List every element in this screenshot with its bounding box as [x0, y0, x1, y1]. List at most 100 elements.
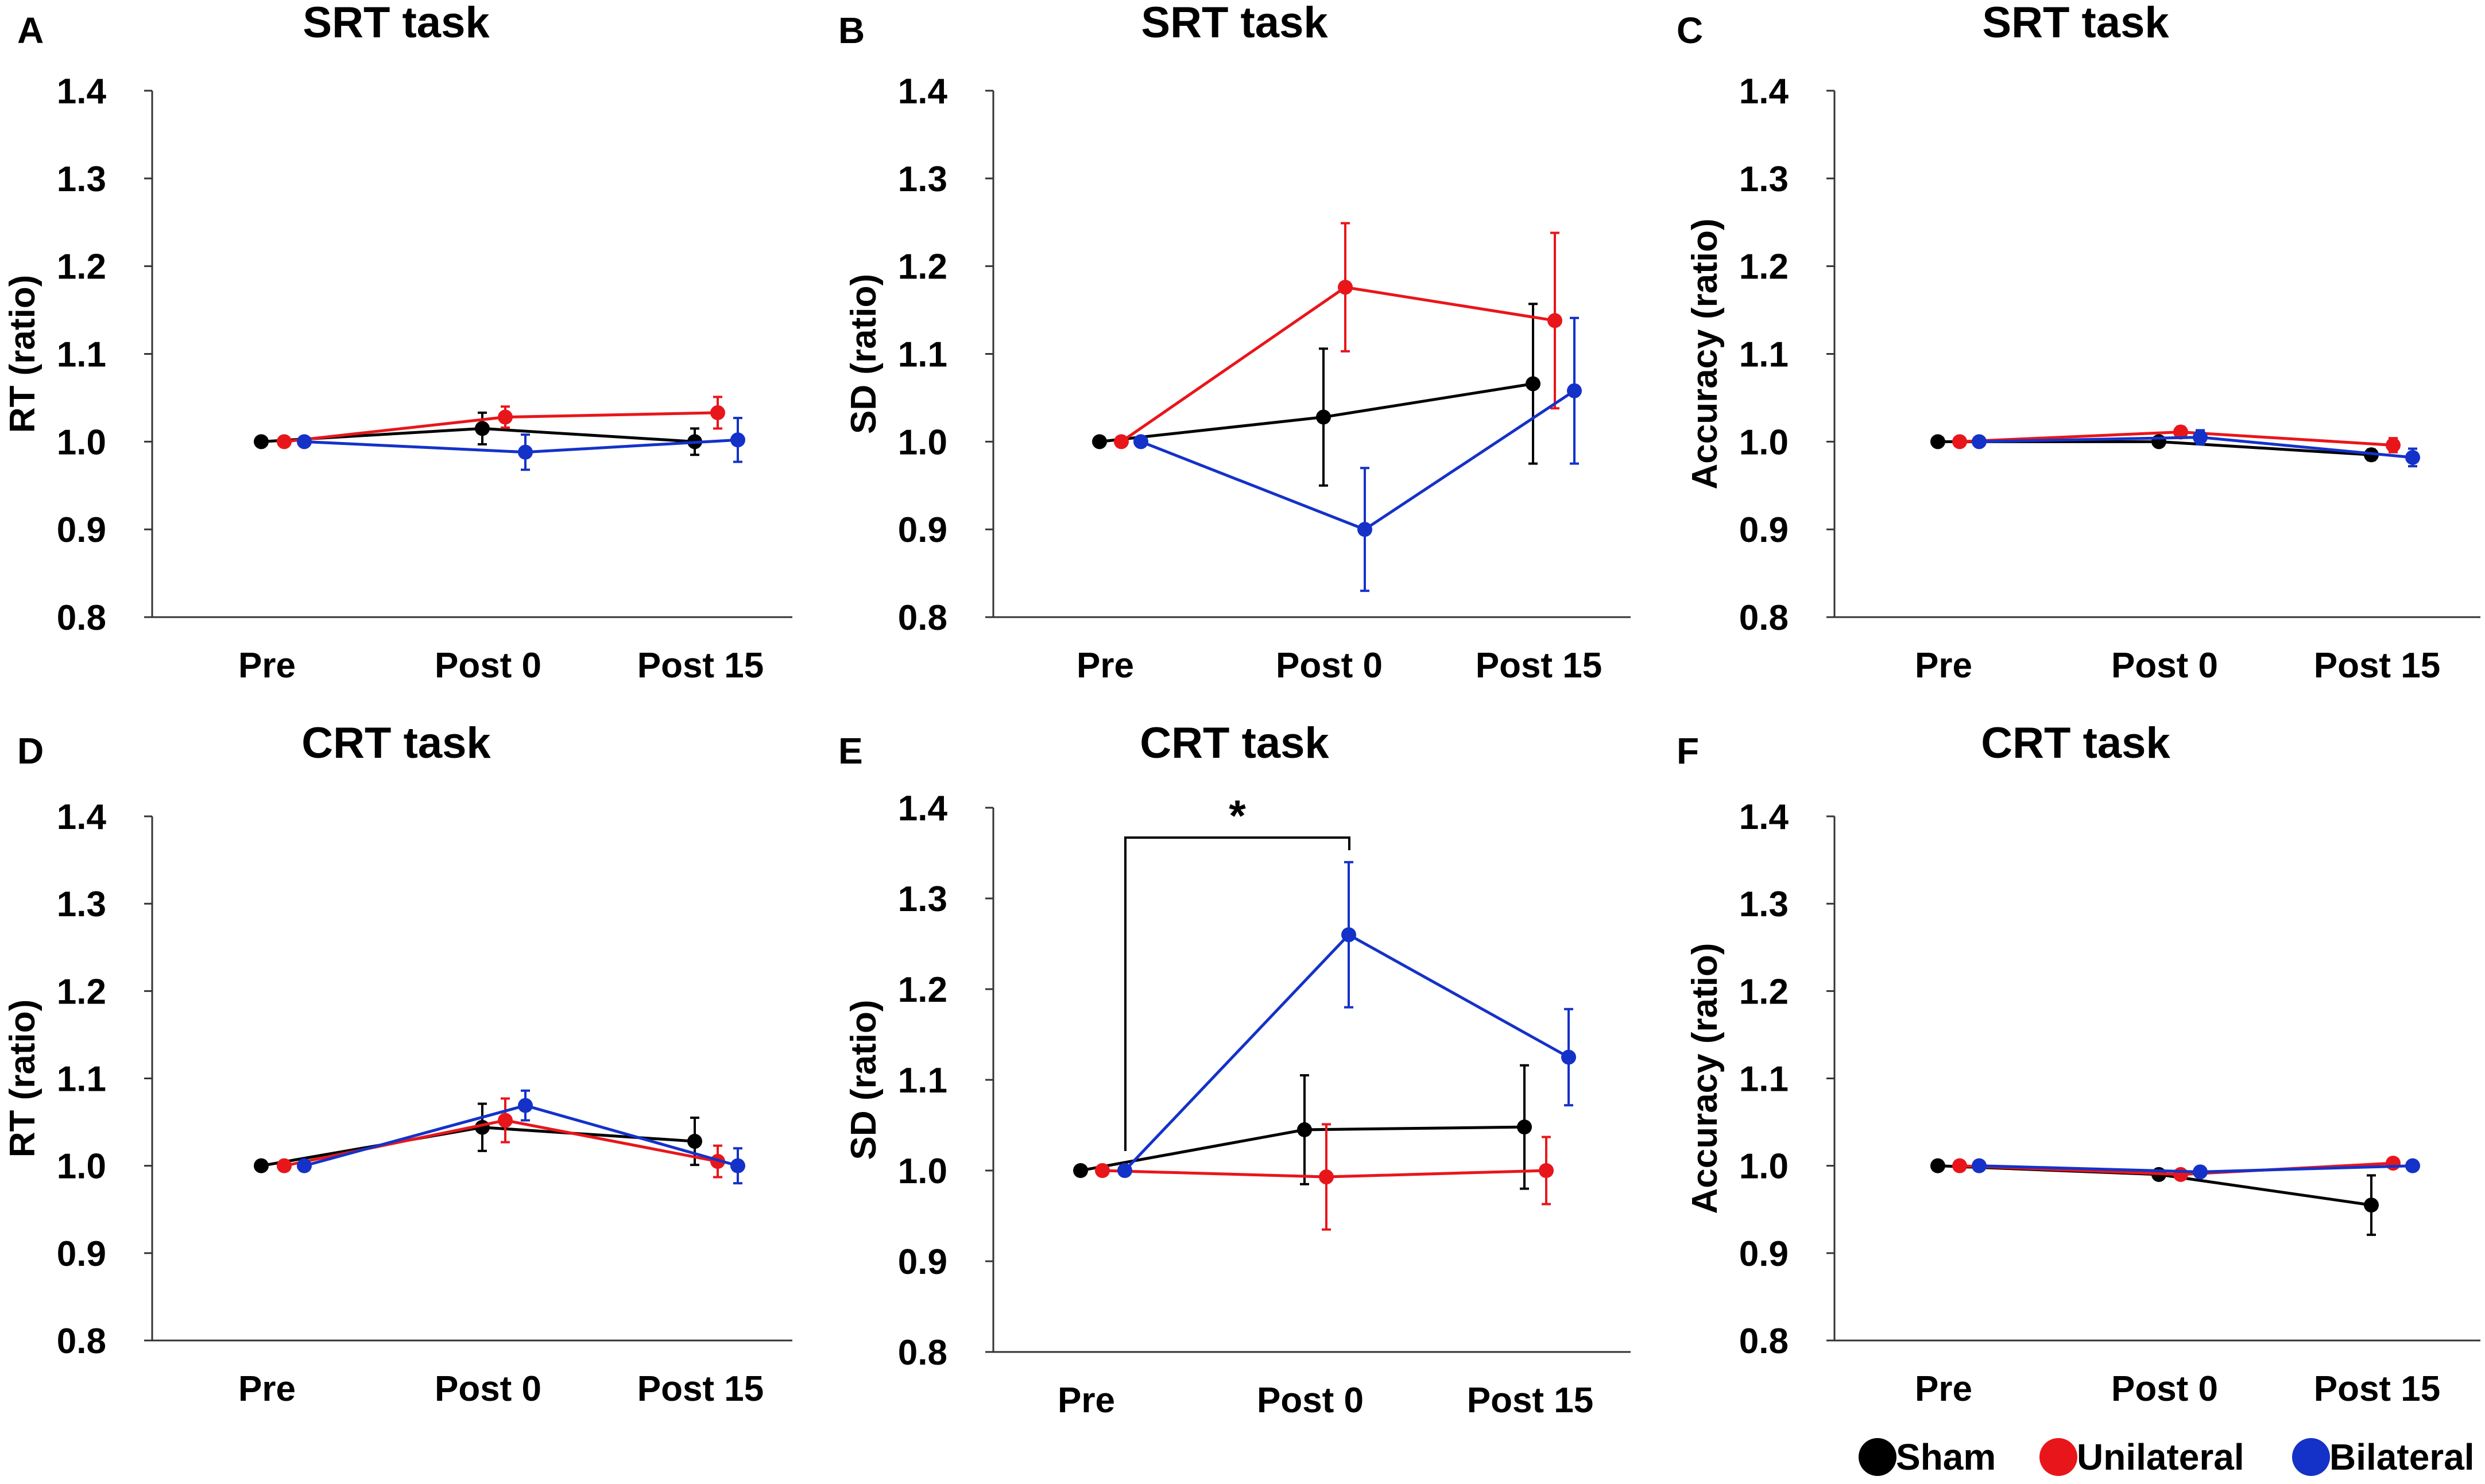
x-category-label: Pre	[1077, 646, 1134, 685]
y-tick-label: 0.9	[898, 1242, 947, 1282]
y-tick-label: 1.0	[1739, 1147, 1789, 1187]
y-tick-label: 0.9	[57, 1234, 106, 1274]
x-category-label: Pre	[1915, 646, 1972, 685]
y-tick-label: 1.3	[1739, 885, 1789, 924]
legend-label: Bilateral	[2329, 1436, 2475, 1478]
y-tick-label: 1.4	[1739, 72, 1789, 111]
y-tick-label: 1.1	[898, 335, 947, 375]
data-point	[254, 434, 269, 450]
panel-letter: B	[838, 10, 865, 51]
series-line	[1124, 933, 1570, 1172]
data-point	[710, 405, 725, 420]
legend-label: Sham	[1896, 1436, 1996, 1478]
data-point	[1114, 434, 1129, 450]
data-point	[1092, 434, 1107, 450]
panel-c: C SRT task 0.8 0.9 1.0 1.1 1.2 1.3 1.4 Accuracy (…	[1677, 0, 2480, 685]
panel-letter: F	[1677, 730, 1699, 772]
legend: Sham Unilateral Bilateral	[1859, 1436, 2475, 1478]
y-tick-label: 1.2	[898, 970, 947, 1010]
data-point	[1133, 434, 1148, 450]
data-point	[297, 1158, 312, 1173]
data-point	[1972, 434, 1987, 450]
data-point	[1526, 376, 1540, 392]
y-tick-label: 1.4	[898, 72, 948, 111]
panels: A SRT task 0.8 0.9 1.0 1.1 1.2 1.3 1.4 RT (ratio)…	[3, 0, 2480, 1420]
data-point	[2364, 1198, 2379, 1213]
y-axis-title: RT (ratio)	[3, 275, 42, 433]
x-category-label: Post 15	[1467, 1381, 1594, 1420]
data-point	[498, 1113, 513, 1128]
data-point	[1930, 1158, 1945, 1173]
y-tick-label: 1.1	[57, 335, 106, 375]
series-unilateral	[1095, 1123, 1554, 1231]
series-sham	[254, 1102, 702, 1173]
data-point	[1952, 1158, 1967, 1173]
panel-letter: E	[838, 730, 863, 772]
data-point	[1073, 1163, 1088, 1178]
panel-letter: C	[1677, 10, 1703, 51]
chart-title: CRT task	[301, 719, 491, 768]
y-tick-label: 1.0	[898, 423, 947, 462]
x-category-label: Post 0	[435, 1369, 541, 1409]
y-tick-label: 1.4	[1739, 797, 1789, 837]
y-tick-label: 0.9	[1739, 1234, 1789, 1274]
x-category-label: Pre	[238, 646, 296, 685]
panel-f: F CRT task 0.8 0.9 1.0 1.1 1.2 1.3 1.4 Accuracy (…	[1677, 719, 2480, 1409]
x-category-label: Post 15	[1476, 646, 1603, 685]
data-point	[297, 434, 312, 450]
x-category-label: Post 15	[2314, 646, 2441, 685]
series-bilateral	[1972, 429, 2420, 468]
data-point	[1517, 1119, 1532, 1135]
significance-star: *	[1229, 792, 1246, 840]
y-tick-label: 1.2	[57, 247, 106, 287]
y-tick-label: 0.8	[1739, 1322, 1789, 1361]
data-point	[730, 432, 745, 448]
data-point	[1952, 434, 1967, 450]
y-tick-label: 0.8	[898, 1333, 947, 1373]
significance-bracket	[1124, 836, 1350, 1151]
data-point	[518, 444, 533, 460]
chart-title: CRT task	[1140, 719, 1329, 768]
data-point	[1095, 1163, 1110, 1178]
y-tick-label: 1.0	[57, 1147, 106, 1187]
data-point	[2151, 434, 2166, 450]
x-category-label: Post 0	[1257, 1381, 1364, 1420]
data-point	[277, 1158, 292, 1173]
x-category-label: Post 15	[637, 646, 764, 685]
data-point	[1316, 409, 1331, 425]
x-category-label: Post 0	[435, 646, 541, 685]
data-point	[1117, 1163, 1132, 1178]
y-tick-label: 1.3	[898, 879, 947, 919]
panel-b: B SRT task 0.8 0.9 1.0 1.1 1.2 1.3 1.4 SD (ratio)…	[838, 0, 1631, 685]
y-tick-label: 0.9	[1739, 510, 1789, 550]
series-line	[304, 1104, 738, 1168]
data-point	[1561, 1049, 1576, 1065]
data-point	[1341, 927, 1356, 943]
data-point	[1539, 1163, 1554, 1178]
series-unilateral	[277, 396, 725, 450]
y-tick-label: 0.9	[57, 510, 106, 550]
chart-title: SRT task	[1141, 0, 1328, 47]
y-tick-label: 0.8	[57, 598, 106, 638]
y-tick-label: 1.2	[1739, 972, 1789, 1012]
panel-a: A SRT task 0.8 0.9 1.0 1.1 1.2 1.3 1.4 RT (ratio)…	[3, 0, 792, 685]
y-tick-label: 1.0	[898, 1152, 947, 1191]
y-tick-label: 1.3	[57, 885, 106, 924]
y-axis-title: RT (ratio)	[3, 999, 42, 1158]
data-point	[1338, 280, 1353, 295]
panel-e: E CRT task 0.8 0.9 1.0 1.1 1.2 1.3 1.4 SD (ratio)…	[838, 719, 1631, 1420]
data-point	[1930, 434, 1945, 450]
y-tick-label: 1.2	[57, 972, 106, 1012]
y-axis-title: SD (ratio)	[844, 274, 884, 434]
y-tick-label: 0.9	[898, 510, 947, 550]
y-tick-label: 0.8	[1739, 598, 1789, 638]
legend-marker-sham	[1859, 1438, 1896, 1476]
series-unilateral	[1114, 222, 1562, 450]
data-point	[475, 421, 490, 436]
y-tick-label: 0.8	[57, 1322, 106, 1361]
y-axis-title: Accuracy (ratio)	[1685, 943, 1725, 1214]
data-point	[1357, 522, 1372, 537]
data-point	[1547, 313, 1562, 328]
data-point	[518, 1098, 533, 1113]
y-tick-label: 1.1	[57, 1060, 106, 1099]
